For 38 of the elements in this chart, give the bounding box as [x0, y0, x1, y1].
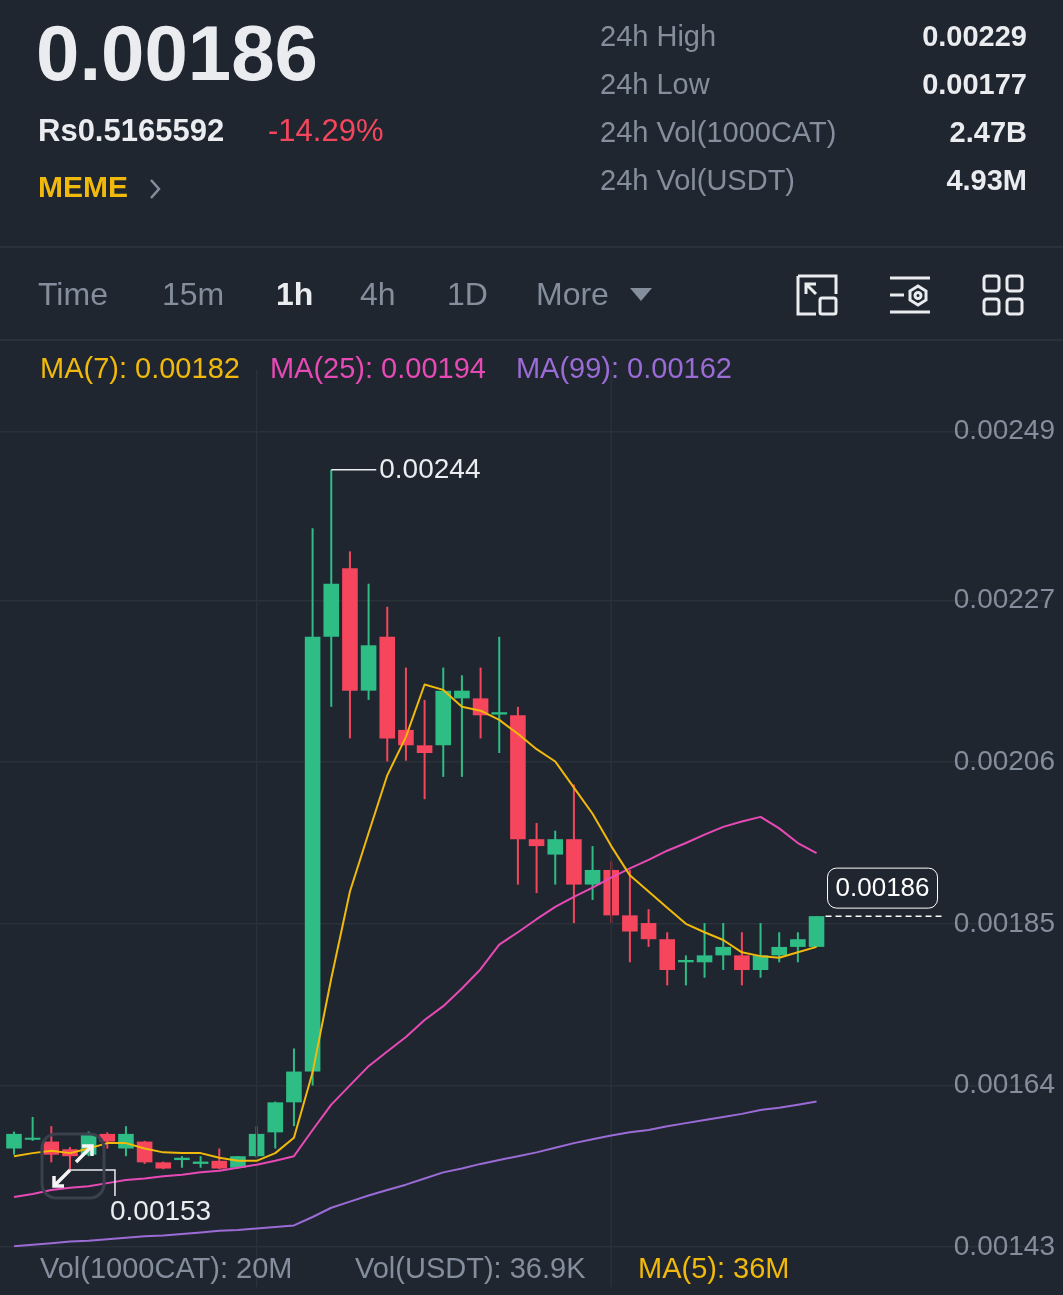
candlestick: [528, 823, 545, 894]
text: Time: [38, 276, 108, 313]
text: 24h Vol(USDT): [600, 164, 796, 197]
text: 4h: [360, 276, 396, 313]
annotation: 0.00153: [109, 1194, 212, 1226]
text: -14.29%: [268, 113, 384, 149]
text: MEME: [38, 170, 128, 204]
y-tick-label: 0.00227: [953, 583, 1055, 615]
candlestick: [454, 675, 470, 777]
annotation: 0.00244: [379, 452, 481, 484]
y-tick-label: 0.00143: [953, 1229, 1055, 1261]
y-tick-label: 0.00164: [953, 1068, 1055, 1100]
text: Vol(1000CAT): 20M: [40, 1252, 293, 1285]
text: MA(5): 36M: [638, 1252, 790, 1285]
text: 24h Low: [600, 68, 710, 101]
text: 15m: [162, 276, 225, 313]
text: 2.47B: [949, 116, 1027, 149]
ref-line-label: 0.00186: [835, 872, 930, 903]
text: 1h: [276, 276, 314, 313]
text: MA(99): 0.00162: [515, 352, 732, 385]
text: Vol(USDT): 36.9K: [355, 1252, 586, 1285]
text: 4.93M: [946, 164, 1027, 197]
candlestick: [491, 636, 508, 753]
text: 1D: [447, 276, 488, 313]
candlestick: [416, 699, 433, 800]
text: 0.00177: [922, 68, 1027, 101]
y-tick-label: 0.00249: [953, 414, 1055, 446]
text: 24h High: [600, 20, 717, 53]
y-tick-label: 0.00185: [953, 906, 1055, 938]
candlestick: [24, 1116, 41, 1141]
text: 0.00229: [922, 20, 1027, 53]
chart-title: 0.00186: [36, 8, 318, 99]
text: MA(7): 0.00182: [40, 352, 240, 385]
text: MA(25): 0.00194: [269, 352, 486, 385]
text: More: [536, 276, 609, 313]
text: 24h Vol(1000CAT): [600, 116, 837, 149]
text: Rs0.5165592: [38, 113, 225, 149]
y-tick-label: 0.00206: [953, 744, 1055, 776]
